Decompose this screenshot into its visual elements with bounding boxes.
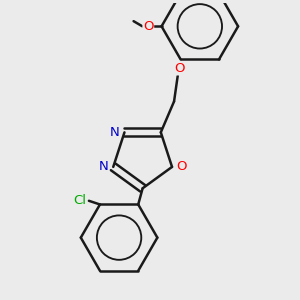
- Text: N: N: [99, 160, 109, 173]
- Text: O: O: [176, 160, 187, 173]
- Text: O: O: [175, 62, 185, 75]
- Text: O: O: [143, 20, 154, 33]
- Text: Cl: Cl: [73, 194, 86, 207]
- Text: N: N: [110, 126, 120, 139]
